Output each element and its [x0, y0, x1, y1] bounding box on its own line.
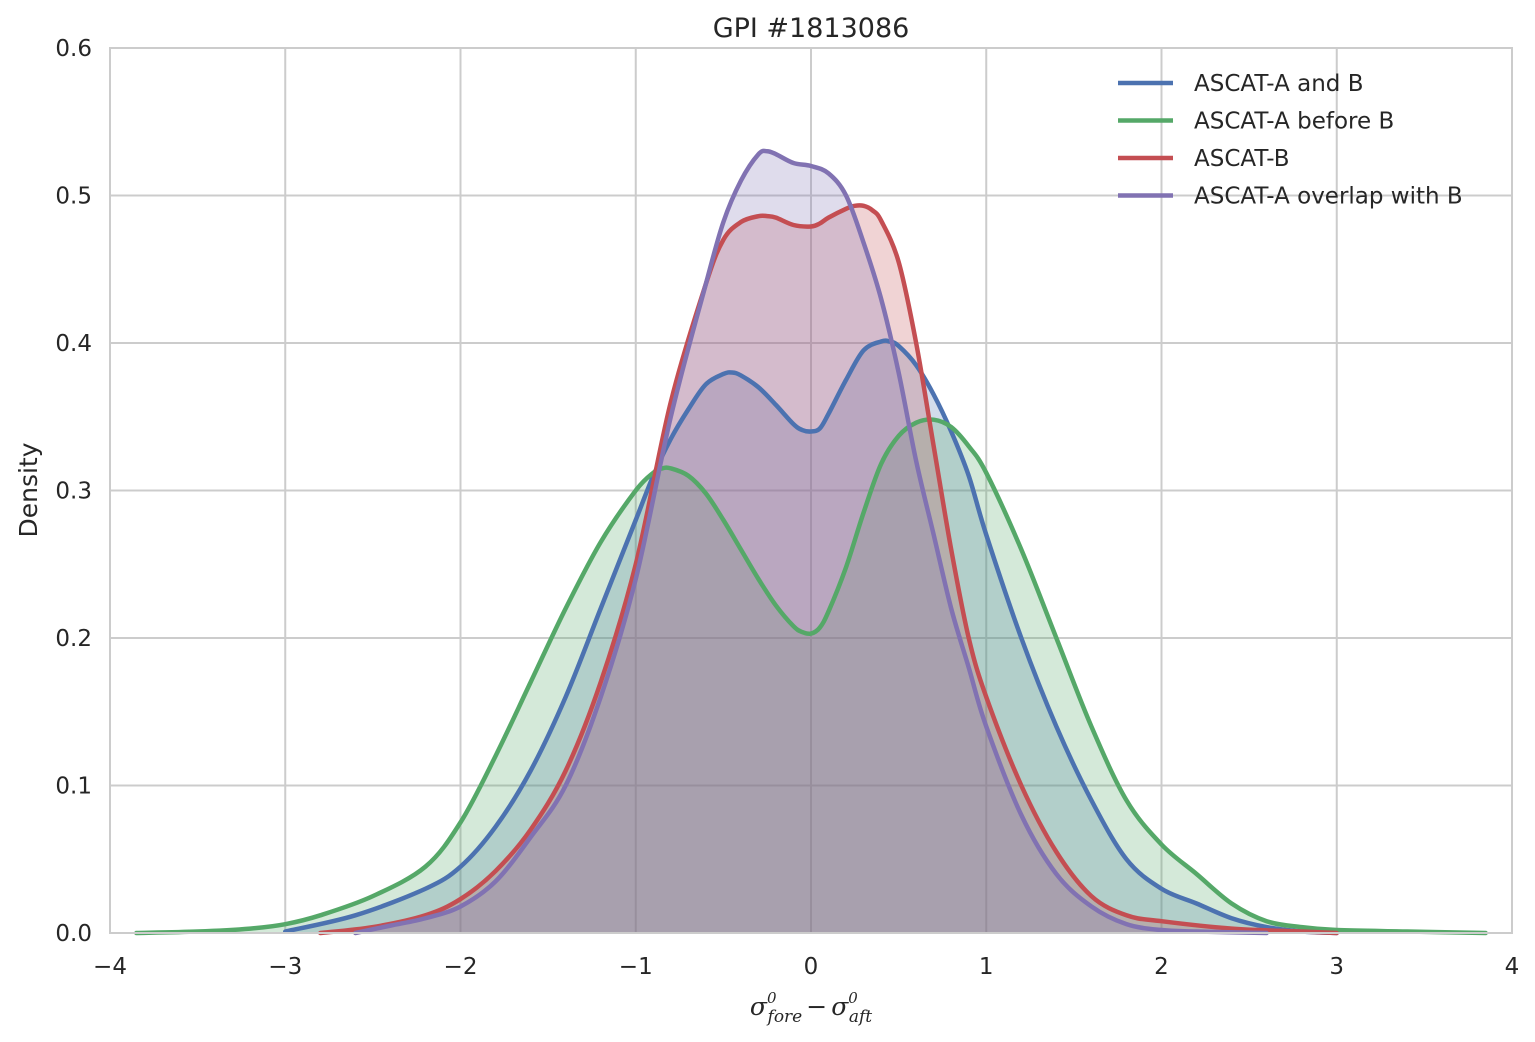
- series-line-4: [353, 148, 1269, 936]
- y-axis-label: Density: [14, 442, 43, 537]
- x-label-sub-2: aft: [849, 1007, 872, 1027]
- legend-label-3: ASCAT-B: [1194, 146, 1290, 172]
- x-tick-label: −2: [444, 954, 478, 980]
- density-lines: [134, 148, 1488, 936]
- x-label-sup-2: 0: [848, 989, 858, 1007]
- x-tick-label: 3: [1329, 954, 1344, 980]
- x-label-sub-1: fore: [766, 1007, 803, 1027]
- series-line-1: [283, 338, 1339, 936]
- chart-title: GPI #1813086: [713, 13, 910, 44]
- x-tick-label: −4: [93, 954, 127, 980]
- y-tick-label: 0.4: [55, 331, 92, 357]
- x-tick-label: −1: [619, 954, 653, 980]
- x-axis-label: σ0 fore − σ0 aft: [750, 989, 872, 1027]
- x-tick-label: 2: [1154, 954, 1169, 980]
- legend: ASCAT-A and B ASCAT-A before B ASCAT-B ASCA…: [1118, 71, 1463, 210]
- x-tick-label: 4: [1505, 954, 1520, 980]
- series-fill-1: [285, 340, 1337, 933]
- legend-label-4: ASCAT-A overlap with B: [1194, 184, 1463, 210]
- y-tick-label: 0.3: [55, 479, 92, 505]
- x-label-minus: −: [806, 992, 827, 1021]
- y-tick-label: 0.6: [55, 36, 92, 62]
- legend-label-1: ASCAT-A and B: [1194, 71, 1363, 97]
- series-fill-2: [136, 419, 1486, 933]
- series-line-3: [318, 203, 1339, 936]
- series-fill-4: [355, 150, 1267, 934]
- series-line-2: [134, 417, 1488, 936]
- plot-frame: [109, 47, 1513, 934]
- x-tick-label: −3: [268, 954, 302, 980]
- y-tick-label: 0.5: [55, 184, 92, 210]
- y-tick-label: 0.0: [55, 921, 92, 947]
- x-tick-label: 1: [979, 954, 994, 980]
- x-label-sigma-2: σ: [831, 992, 849, 1021]
- y-tick-label: 0.2: [55, 626, 92, 652]
- x-label-sigma-1: σ: [750, 992, 768, 1021]
- x-tick-label: 0: [804, 954, 819, 980]
- y-tick-label: 0.1: [55, 774, 92, 800]
- y-tick-labels: 0.0 0.1 0.2 0.3 0.4 0.5 0.6: [55, 36, 92, 947]
- series-fill-3: [320, 205, 1337, 933]
- density-fills: [136, 150, 1486, 934]
- legend-label-2: ASCAT-A before B: [1194, 109, 1394, 135]
- x-tick-labels: −4 −3 −2 −1 0 1 2 3 4: [93, 954, 1519, 980]
- x-label-sup-1: 0: [767, 989, 777, 1007]
